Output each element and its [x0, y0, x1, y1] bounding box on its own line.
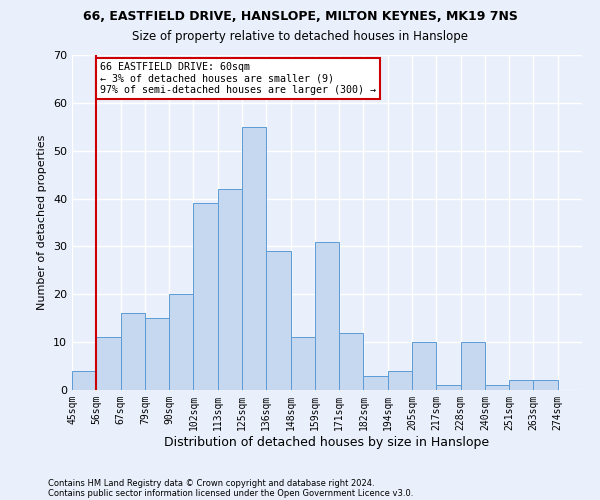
Bar	[121, 314, 145, 390]
X-axis label: Distribution of detached houses by size in Hanslope: Distribution of detached houses by size …	[164, 436, 490, 448]
Bar	[412, 342, 436, 390]
Bar	[485, 385, 509, 390]
Bar	[533, 380, 558, 390]
Bar	[72, 371, 96, 390]
Bar	[364, 376, 388, 390]
Text: Size of property relative to detached houses in Hanslope: Size of property relative to detached ho…	[132, 30, 468, 43]
Text: Contains HM Land Registry data © Crown copyright and database right 2024.: Contains HM Land Registry data © Crown c…	[48, 478, 374, 488]
Text: 66, EASTFIELD DRIVE, HANSLOPE, MILTON KEYNES, MK19 7NS: 66, EASTFIELD DRIVE, HANSLOPE, MILTON KE…	[83, 10, 517, 23]
Bar	[242, 127, 266, 390]
Bar	[96, 338, 121, 390]
Bar	[461, 342, 485, 390]
Bar	[193, 204, 218, 390]
Bar	[169, 294, 193, 390]
Bar	[436, 385, 461, 390]
Bar	[509, 380, 533, 390]
Bar	[315, 242, 339, 390]
Text: Contains public sector information licensed under the Open Government Licence v3: Contains public sector information licen…	[48, 488, 413, 498]
Bar	[218, 189, 242, 390]
Bar	[339, 332, 364, 390]
Text: 66 EASTFIELD DRIVE: 60sqm
← 3% of detached houses are smaller (9)
97% of semi-de: 66 EASTFIELD DRIVE: 60sqm ← 3% of detach…	[100, 62, 376, 96]
Bar	[145, 318, 169, 390]
Bar	[290, 338, 315, 390]
Bar	[388, 371, 412, 390]
Y-axis label: Number of detached properties: Number of detached properties	[37, 135, 47, 310]
Bar	[266, 251, 290, 390]
